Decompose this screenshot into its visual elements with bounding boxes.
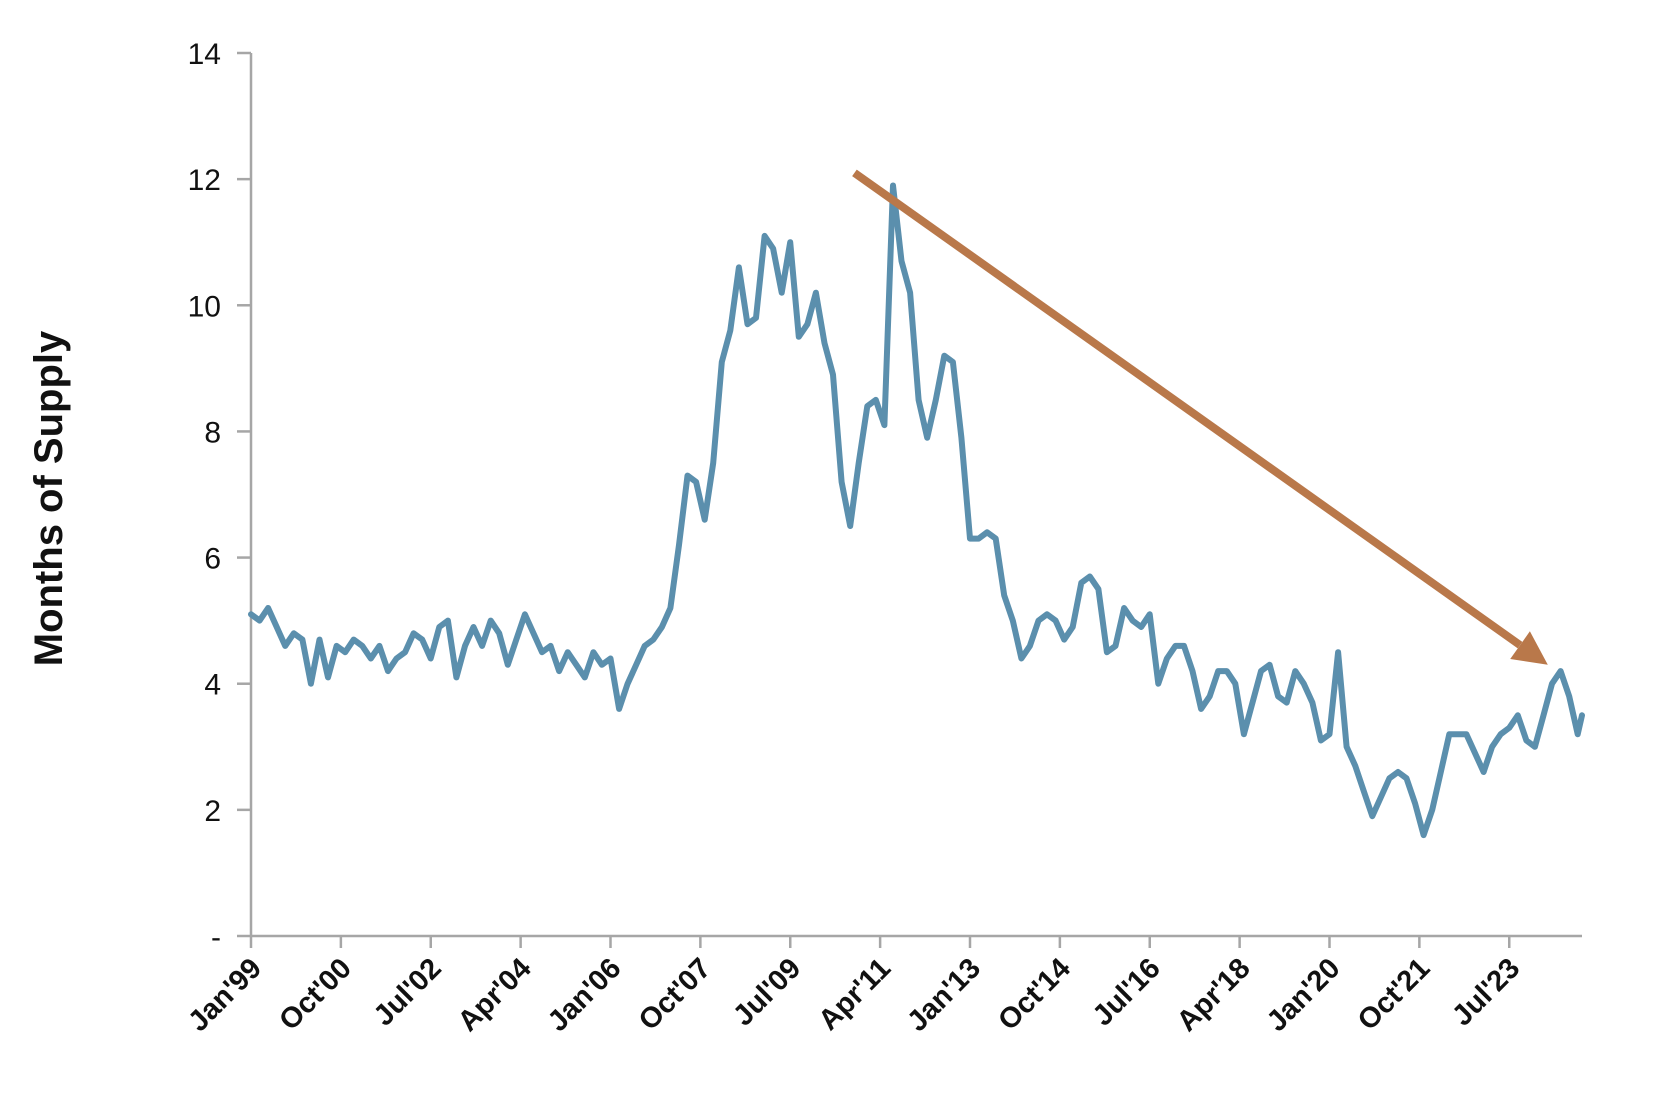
y-tick-label: 4 — [204, 669, 221, 702]
y-tick-label: - — [211, 921, 221, 954]
x-tick-label: Jan'06 — [542, 952, 628, 1038]
trend-arrow-head — [1510, 631, 1548, 665]
x-tick-label: Oct'14 — [992, 952, 1076, 1036]
x-tick-label: Jul'16 — [1087, 952, 1167, 1032]
x-tick-label: Jan'13 — [901, 952, 987, 1038]
annotation-layer — [852, 169, 1548, 665]
x-tick-label: Jul'23 — [1446, 952, 1526, 1032]
y-tick-label: 12 — [188, 164, 221, 197]
x-tick-label: Oct'00 — [273, 952, 357, 1036]
x-tick-label: Apr'18 — [1171, 952, 1257, 1038]
series-line — [248, 182, 1585, 839]
x-tick-label: Oct'21 — [1352, 952, 1436, 1036]
y-tick-label: 6 — [204, 543, 221, 576]
y-tick-label: 14 — [188, 38, 221, 71]
trend-arrow-line — [852, 169, 1523, 649]
x-tick-label: Apr'04 — [452, 952, 538, 1038]
x-tick-label: Jan'20 — [1261, 952, 1347, 1038]
x-tick-label: Jul'02 — [368, 952, 448, 1032]
x-tick-label: Jul'09 — [727, 952, 807, 1032]
y-axis-title: Months of Supply — [27, 330, 71, 666]
series-layer — [248, 182, 1585, 839]
y-tick-label: 2 — [204, 795, 221, 828]
y-tick-label: 8 — [204, 416, 221, 449]
y-tick-label: 10 — [188, 290, 221, 323]
x-tick-label: Jan'99 — [182, 952, 268, 1038]
x-tick-label: Oct'07 — [633, 952, 717, 1036]
x-tick-label: Apr'11 — [813, 952, 897, 1036]
